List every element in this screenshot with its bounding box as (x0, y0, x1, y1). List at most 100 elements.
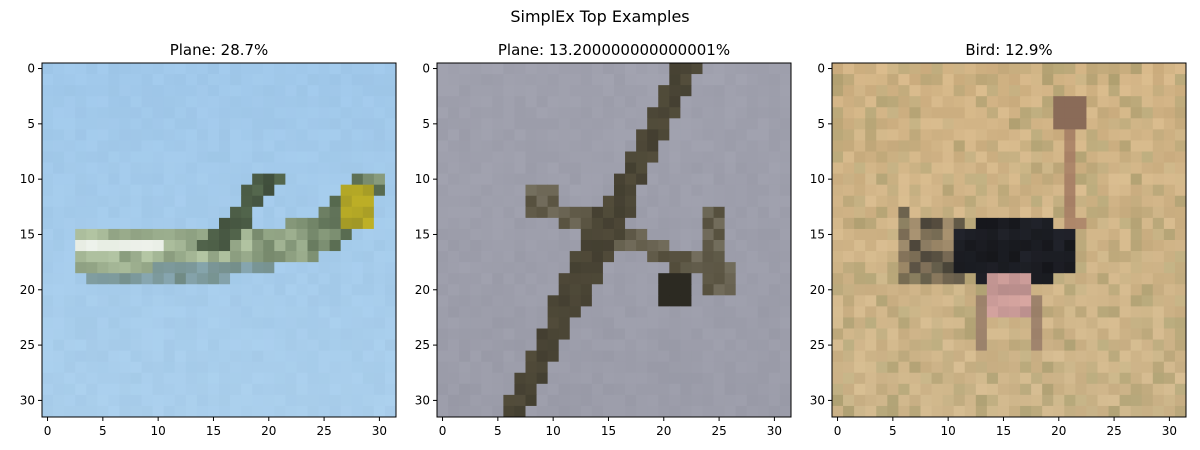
pixel (964, 284, 977, 296)
pixel (1031, 405, 1043, 418)
pixel (196, 361, 209, 374)
pixel (997, 195, 1010, 208)
pixel (448, 350, 460, 363)
pixel (724, 206, 737, 219)
pixel (163, 372, 176, 385)
pixel (459, 140, 471, 152)
pixel (351, 273, 364, 285)
pixel (953, 74, 966, 86)
pixel (285, 184, 297, 197)
pixel (558, 74, 571, 86)
pixel (97, 317, 109, 329)
pixel (953, 251, 966, 263)
pixel (920, 295, 932, 307)
pixel (141, 240, 154, 252)
pixel (975, 118, 988, 130)
pixel (481, 74, 493, 86)
pixel (680, 361, 692, 374)
pixel (997, 306, 1010, 318)
pixel (373, 162, 386, 175)
pixel (384, 140, 397, 152)
pixel (351, 383, 364, 396)
pixel (680, 372, 692, 385)
pixel (97, 206, 109, 219)
pixel (97, 339, 109, 352)
pixel (351, 262, 364, 274)
pixel (713, 206, 726, 219)
pixel (931, 162, 944, 175)
pixel (329, 173, 342, 186)
pixel (307, 184, 319, 197)
pixel (1086, 140, 1098, 152)
pixel (525, 262, 537, 274)
pixel (931, 184, 944, 197)
pixel (196, 405, 209, 418)
pixel (1053, 162, 1065, 175)
pixel (680, 140, 692, 152)
pixel (614, 361, 626, 374)
pixel (832, 295, 844, 307)
pixel (86, 262, 98, 274)
pixel (351, 107, 364, 119)
pixel (437, 85, 449, 97)
pixel (898, 295, 910, 307)
pixel (887, 284, 899, 296)
pixel (1009, 306, 1021, 318)
pixel (691, 328, 703, 340)
pixel (854, 85, 866, 97)
pixel (1064, 317, 1076, 329)
pixel (437, 328, 449, 340)
pixel (219, 151, 231, 163)
pixel (702, 140, 714, 152)
pixel (207, 372, 220, 385)
pixel (1031, 184, 1043, 197)
pixel (580, 383, 593, 396)
pixel (779, 228, 792, 241)
x-tick-label: 5 (889, 424, 897, 438)
pixel (1163, 63, 1176, 75)
pixel (909, 317, 921, 329)
pixel (481, 240, 493, 252)
pixel (636, 240, 648, 252)
pixel (503, 240, 515, 252)
pixel (263, 405, 275, 418)
pixel (647, 162, 659, 175)
pixel (558, 85, 571, 97)
pixel (97, 96, 109, 108)
pixel (1119, 217, 1132, 230)
pixel (876, 217, 888, 230)
pixel (108, 405, 120, 418)
pixel (614, 85, 626, 97)
subplot-title: Plane: 13.200000000000001% (498, 41, 730, 59)
pixel (975, 262, 988, 274)
pixel (108, 162, 120, 175)
pixel (108, 173, 120, 186)
pixel (152, 394, 165, 407)
pixel (1141, 206, 1154, 219)
pixel (724, 107, 737, 119)
pixel (1031, 350, 1043, 363)
pixel (942, 328, 955, 340)
pixel (614, 251, 626, 263)
pixel (602, 173, 615, 186)
pixel (481, 151, 493, 163)
pixel (887, 317, 899, 329)
pixel (1152, 173, 1165, 186)
pixel (735, 284, 748, 296)
pixel (448, 284, 460, 296)
pixel (514, 107, 526, 119)
pixel (580, 206, 593, 219)
pixel (53, 96, 65, 108)
pixel (492, 317, 504, 329)
pixel (448, 228, 460, 241)
pixel (547, 317, 560, 329)
pixel (702, 306, 714, 318)
pixel (1075, 251, 1087, 263)
pixel (307, 107, 319, 119)
pixel (230, 217, 242, 230)
pixel (1075, 184, 1087, 197)
pixel (757, 96, 770, 108)
pixel (514, 394, 526, 407)
pixel (64, 107, 76, 119)
pixel (602, 151, 615, 163)
